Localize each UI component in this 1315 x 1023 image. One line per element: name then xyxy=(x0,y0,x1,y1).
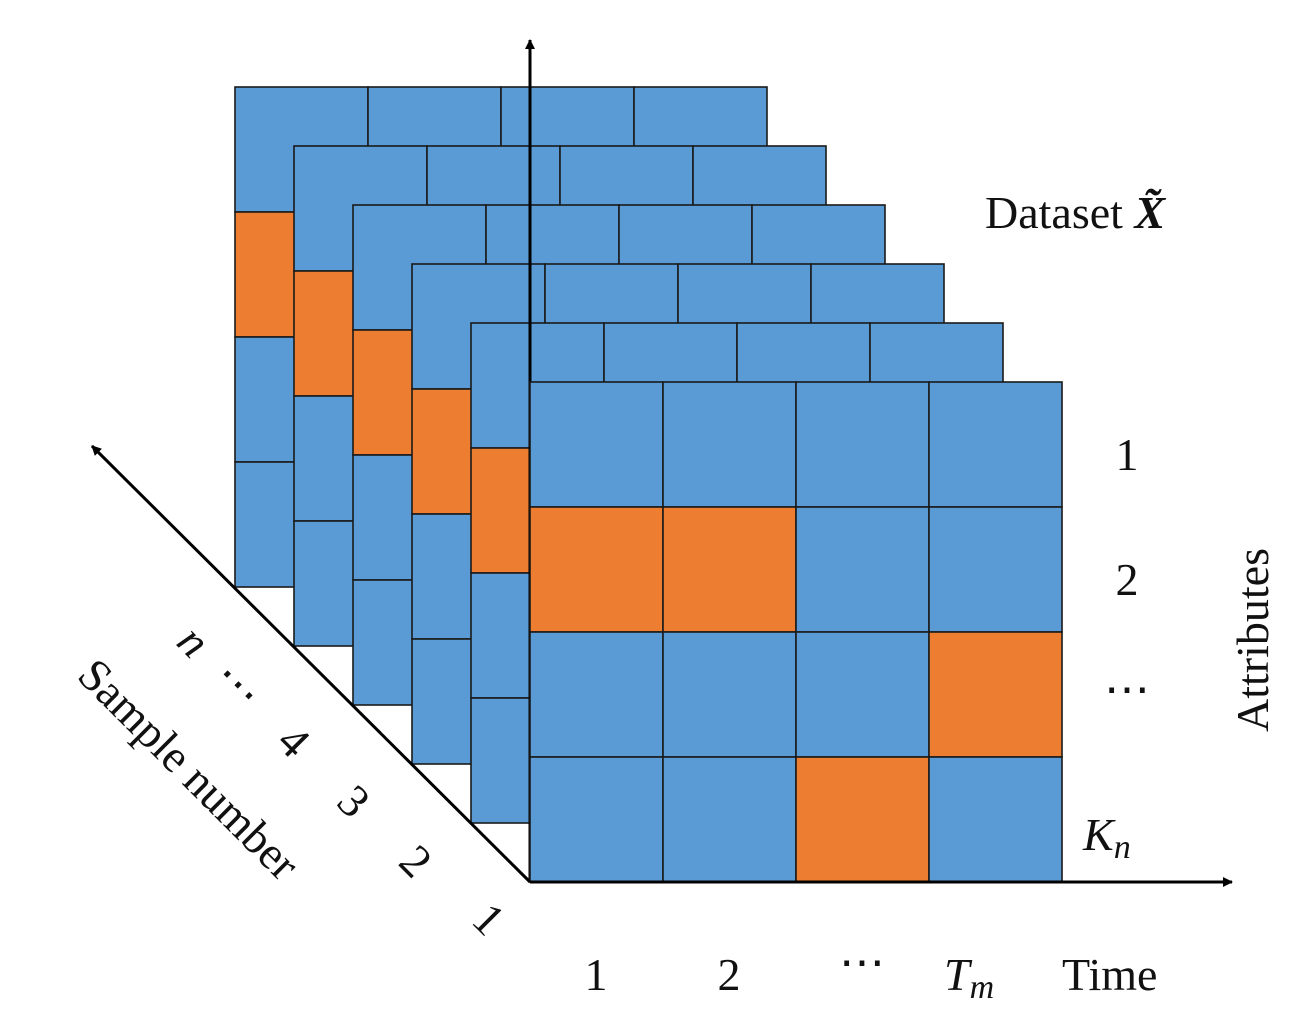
matrix-cell xyxy=(928,506,1063,633)
matrix-cell xyxy=(529,381,664,508)
matrix-cell xyxy=(795,631,930,758)
sample-label-n: n xyxy=(168,615,220,667)
matrix-cell xyxy=(529,756,664,883)
attributes-axis-title: Attributes xyxy=(1227,548,1278,732)
time-label-ellipsis: ⋯ xyxy=(839,937,885,988)
time-label-last-sub: m xyxy=(970,969,995,1006)
attribute-label-2: 2 xyxy=(1116,554,1139,605)
matrix-cell xyxy=(662,381,797,508)
sample-label-ellipsis: ⋯ xyxy=(205,650,274,719)
matrix-cell xyxy=(795,381,930,508)
sample-label-3: 3 xyxy=(328,775,380,827)
sample-label-2: 2 xyxy=(390,835,442,887)
matrix-cell xyxy=(662,631,797,758)
sample-layer xyxy=(529,381,1063,883)
sample-label-1: 1 xyxy=(463,893,515,945)
matrix-cell xyxy=(928,381,1063,508)
time-label-last-base: T xyxy=(944,949,973,1000)
sample-axis-arrow xyxy=(90,444,532,884)
highlighted-cell xyxy=(662,506,797,633)
attribute-label-1: 1 xyxy=(1116,429,1139,480)
time-axis-title: Time xyxy=(1062,949,1157,1000)
sample-label-4: 4 xyxy=(268,715,320,767)
dataset-label-prefix: Dataset xyxy=(985,187,1134,238)
highlighted-cell xyxy=(529,506,664,633)
sample-layers xyxy=(234,39,1063,883)
matrix-cell xyxy=(928,756,1063,883)
attribute-label-last-base: K xyxy=(1082,809,1116,860)
matrix-cell xyxy=(662,756,797,883)
sample-axis-title: Sample number xyxy=(68,648,309,889)
time-label-1: 1 xyxy=(585,949,608,1000)
time-label-last: Tm xyxy=(944,949,994,1006)
highlighted-cell xyxy=(795,756,930,883)
dataset-symbol: X̃ xyxy=(1132,187,1166,238)
dataset-label: Dataset X̃ xyxy=(985,187,1166,238)
axes xyxy=(90,444,1233,887)
attribute-label-last-sub: n xyxy=(1114,829,1131,866)
attribute-label-ellipsis: ⋯ xyxy=(1104,664,1150,715)
time-label-2: 2 xyxy=(718,949,741,1000)
highlighted-cell xyxy=(928,631,1063,758)
matrix-cell xyxy=(529,631,664,758)
attribute-label-last: Kn xyxy=(1082,809,1131,866)
matrix-cell xyxy=(795,506,930,633)
